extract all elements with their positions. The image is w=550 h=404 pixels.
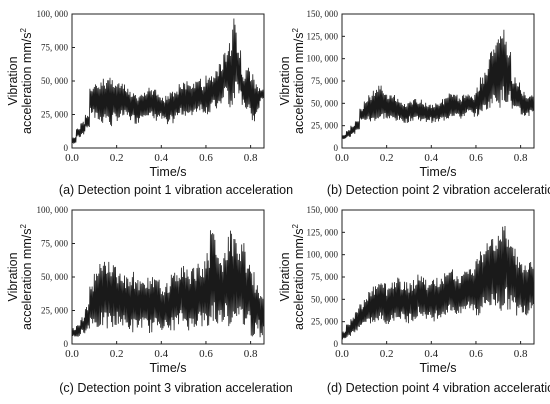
y-axis-title-text: acceleration mm/s	[20, 33, 34, 134]
y-axis-title-line1: Vibration	[6, 252, 20, 301]
x-axis-title: Time/s	[419, 165, 456, 179]
x-tick-label: 0.2	[380, 152, 394, 164]
x-tick-label: 0.0	[65, 348, 79, 360]
panel-d: 0 25, 000 50, 000 75, 000 100, 000 125, 000 15…	[278, 205, 550, 395]
x-tick-label: 0.0	[335, 152, 349, 164]
x-tick-label: 0.4	[424, 152, 438, 164]
x-tick-label: 0.0	[335, 348, 349, 360]
y-tick-label: 25, 000	[311, 121, 339, 131]
y-tick-label: 75, 000	[311, 272, 339, 282]
y-axis-title-line2: acceleration mm/s2	[19, 224, 34, 330]
panel-caption: (a) Detection point 1 vibration accelera…	[59, 183, 293, 197]
x-tick-label: 0.6	[199, 152, 213, 164]
y-axis-title-line1: Vibration	[278, 56, 292, 105]
y-axis-title-line2: acceleration mm/s2	[19, 28, 34, 134]
panel-caption: (b) Detection point 2 vibration accelera…	[327, 183, 550, 197]
y-tick-label: 50, 000	[41, 76, 69, 86]
y-axis-title-text: acceleration mm/s	[292, 229, 306, 330]
series-line	[71, 230, 264, 338]
y-tick-label: 125, 000	[307, 31, 339, 41]
series-line	[341, 29, 534, 140]
y-tick-label: 50, 000	[311, 294, 339, 304]
y-tick-label: 150, 000	[307, 205, 339, 215]
y-tick-label: 0	[64, 339, 69, 349]
x-tick-label: 0.6	[199, 348, 213, 360]
x-tick-label: 0.8	[514, 152, 528, 164]
y-tick-label: 50, 000	[41, 272, 69, 282]
y-axis-title-text: acceleration mm/s	[292, 33, 306, 134]
panel-caption: (d) Detection point 4 vibration accelera…	[327, 381, 550, 395]
x-tick-label: 0.8	[514, 348, 528, 360]
x-tick-label: 0.8	[244, 348, 258, 360]
y-tick-label: 25, 000	[41, 306, 69, 316]
y-tick-label: 75, 000	[311, 76, 339, 86]
y-axis-title-line2: acceleration mm/s2	[291, 28, 306, 134]
x-tick-label: 0.2	[110, 152, 124, 164]
y-tick-label: 0	[64, 143, 69, 153]
x-tick-label: 0.2	[380, 348, 394, 360]
x-tick-label: 0.4	[154, 152, 168, 164]
panel-a: 0 25, 000 50, 000 75, 000 100, 000 0.0 0.2 0.4 0…	[6, 9, 293, 197]
y-tick-label: 100, 000	[307, 54, 339, 64]
panel-b: 0 25, 000 50, 000 75, 000 100, 000 125, 000 15…	[278, 9, 550, 197]
x-tick-label: 0.2	[110, 348, 124, 360]
y-axis-title-superscript: 2	[19, 224, 28, 229]
y-tick-label: 0	[334, 339, 339, 349]
x-axis-title: Time/s	[419, 361, 456, 375]
x-tick-label: 0.6	[469, 348, 483, 360]
x-tick-label: 0.4	[154, 348, 168, 360]
y-tick-label: 150, 000	[307, 9, 339, 19]
y-axis-title-superscript: 2	[291, 224, 300, 229]
x-tick-label: 0.4	[424, 348, 438, 360]
y-tick-label: 100, 000	[37, 9, 69, 19]
y-tick-label: 25, 000	[41, 110, 69, 120]
y-axis-title-superscript: 2	[19, 28, 28, 33]
y-tick-label: 75, 000	[41, 43, 69, 53]
y-tick-label: 75, 000	[41, 239, 69, 249]
series-line	[341, 225, 534, 340]
x-tick-label: 0.0	[65, 152, 79, 164]
x-axis-title: Time/s	[149, 165, 186, 179]
panel-c: 0 25, 000 50, 000 75, 000 100, 000 0.0 0.2 0.4 0…	[6, 205, 293, 395]
y-tick-label: 0	[334, 143, 339, 153]
y-tick-label: 125, 000	[307, 227, 339, 237]
y-axis-title-line2: acceleration mm/s2	[291, 224, 306, 330]
y-tick-label: 100, 000	[37, 205, 69, 215]
panel-caption: (c) Detection point 3 vibration accelera…	[59, 381, 293, 395]
x-tick-label: 0.6	[469, 152, 483, 164]
y-axis-title-text: acceleration mm/s	[20, 229, 34, 330]
y-axis-title-line1: Vibration	[278, 252, 292, 301]
x-axis-title: Time/s	[149, 361, 186, 375]
y-axis-title-superscript: 2	[291, 28, 300, 33]
y-tick-label: 100, 000	[307, 250, 339, 260]
y-tick-label: 50, 000	[311, 98, 339, 108]
y-tick-label: 25, 000	[311, 317, 339, 327]
y-axis-title-line1: Vibration	[6, 56, 20, 105]
series-line	[71, 18, 264, 144]
x-tick-label: 0.8	[244, 152, 258, 164]
